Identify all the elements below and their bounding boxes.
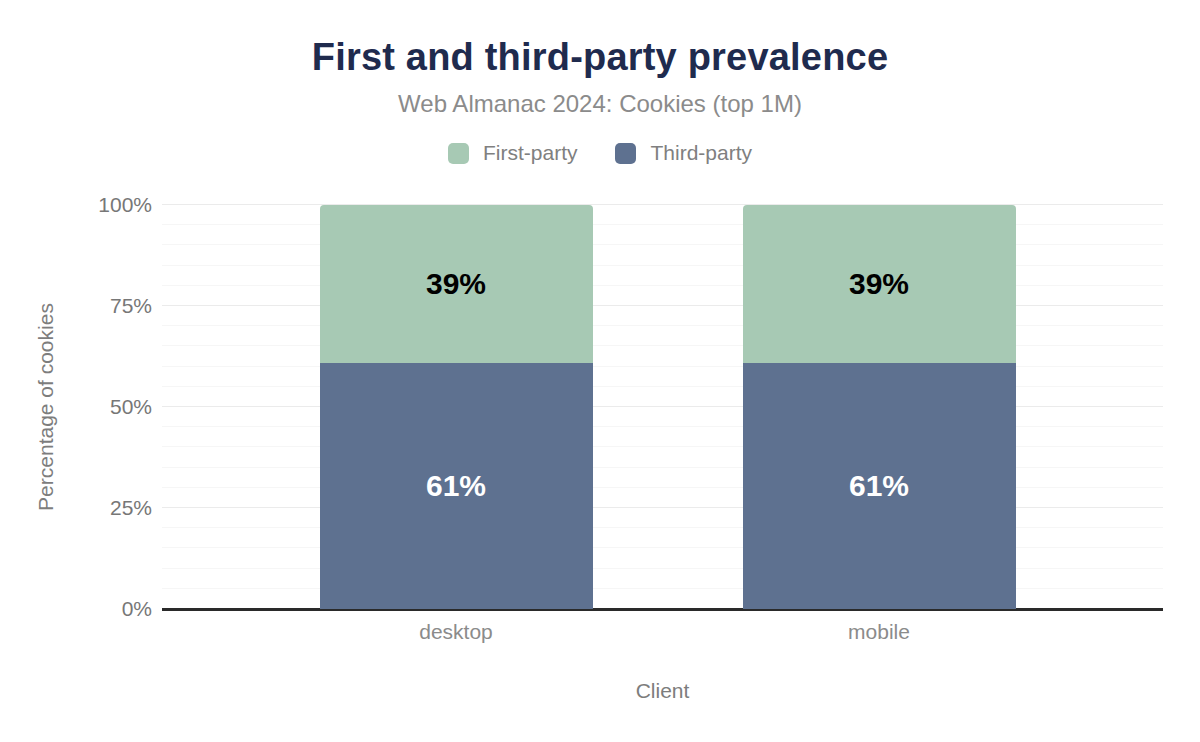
bar-desktop: 39% 61% <box>320 205 593 609</box>
x-axis-labels: desktop mobile <box>162 620 1163 646</box>
bar-segment-desktop-first-party[interactable]: 39% <box>320 205 593 363</box>
bar-segment-mobile-third-party[interactable]: 61% <box>743 363 1016 609</box>
y-axis-ticks: 0%25%50%75%100% <box>0 205 152 609</box>
y-tick-label-0: 0% <box>0 597 152 621</box>
y-tick-label-100: 100% <box>0 193 152 217</box>
chart-subtitle: Web Almanac 2024: Cookies (top 1M) <box>0 90 1200 118</box>
legend-item-first-party[interactable]: First-party <box>448 141 578 165</box>
bar-segment-desktop-third-party[interactable]: 61% <box>320 363 593 609</box>
bar-value-label: 39% <box>849 267 909 301</box>
legend-item-third-party[interactable]: Third-party <box>615 141 752 165</box>
y-tick-label-75: 75% <box>0 294 152 318</box>
bar-value-label: 61% <box>426 469 486 503</box>
legend: First-party Third-party <box>0 141 1200 165</box>
bar-segment-mobile-first-party[interactable]: 39% <box>743 205 1016 363</box>
legend-label: Third-party <box>650 141 752 165</box>
legend-swatch-icon <box>615 143 636 164</box>
legend-label: First-party <box>483 141 578 165</box>
bar-value-label: 39% <box>426 267 486 301</box>
x-category-label-desktop: desktop <box>419 620 493 644</box>
x-axis-title: Client <box>162 679 1163 703</box>
chart-container: First and third-party prevalence Web Alm… <box>0 0 1200 742</box>
bar-value-label: 61% <box>849 469 909 503</box>
bar-mobile: 39% 61% <box>743 205 1016 609</box>
x-category-label-mobile: mobile <box>848 620 910 644</box>
y-tick-label-25: 25% <box>0 496 152 520</box>
legend-swatch-icon <box>448 143 469 164</box>
chart-title: First and third-party prevalence <box>0 36 1200 79</box>
plot-area: 39% 61% 39% 61% <box>162 205 1163 609</box>
y-tick-label-50: 50% <box>0 395 152 419</box>
